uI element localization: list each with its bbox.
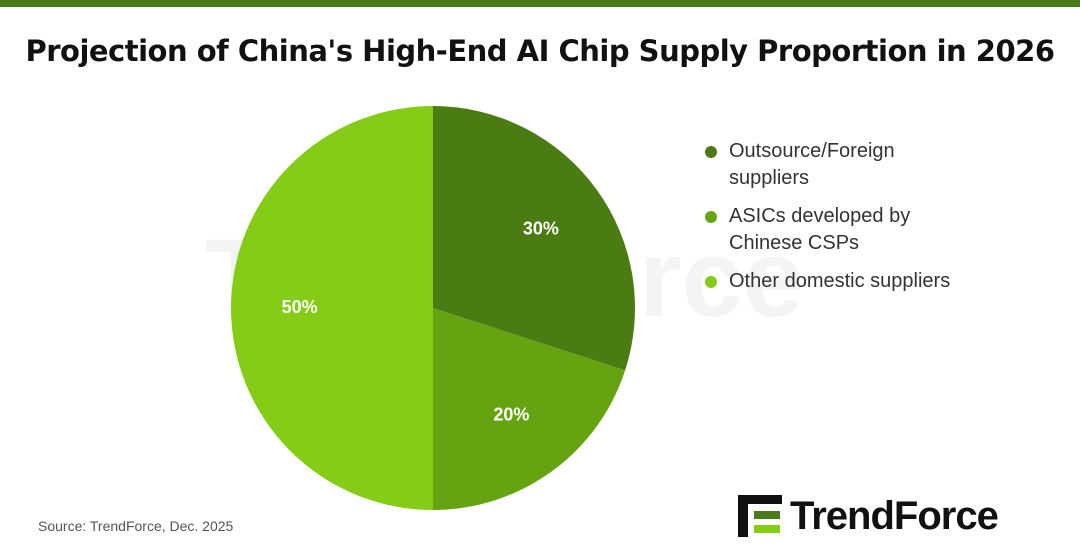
logo-text: TrendForce [790, 494, 999, 538]
legend-label: ASICs developed by Chinese CSPs [729, 205, 911, 254]
chart-title: Projection of China's High-End AI Chip S… [25, 34, 1055, 68]
legend-item: ASICs developed by Chinese CSPs [705, 203, 955, 257]
legend-swatch [705, 276, 717, 288]
logo-icon [738, 495, 782, 537]
source-note: Source: TrendForce, Dec. 2025 [38, 518, 234, 534]
pie-slice [433, 106, 635, 371]
legend-item: Other domestic suppliers [705, 268, 955, 295]
value-label: 30% [523, 218, 559, 238]
pie-slice [231, 106, 433, 510]
pie-slice [433, 308, 626, 510]
legend-swatch [705, 146, 717, 158]
legend-swatch [705, 211, 717, 223]
legend-label: Outsource/Foreign suppliers [729, 140, 895, 189]
value-label: 50% [282, 297, 318, 317]
value-label: 20% [493, 405, 529, 425]
legend-label: Other domestic suppliers [729, 270, 951, 292]
top-bar [0, 0, 1080, 7]
legend: Outsource/Foreign suppliers ASICs develop… [705, 138, 955, 306]
legend-item: Outsource/Foreign suppliers [705, 138, 955, 192]
